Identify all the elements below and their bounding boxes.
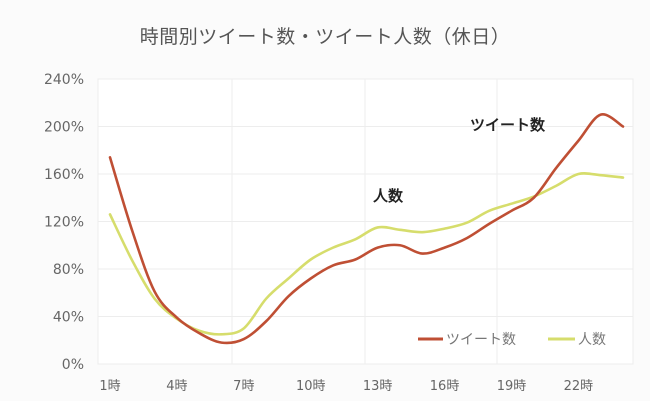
x-tick-label: 10時 [296, 379, 326, 394]
y-tick-label: 80% [53, 262, 84, 278]
legend-label-people: 人数 [578, 332, 606, 348]
x-tick-label: 1時 [99, 379, 120, 394]
legend: ツイート数 人数 [418, 332, 606, 348]
x-axis: 1時 4時 7時 10時 13時 16時 19時 22時 [99, 379, 593, 394]
x-tick-label: 13時 [363, 379, 393, 394]
x-tick-label: 4時 [166, 379, 187, 394]
x-tick-label: 16時 [430, 379, 460, 394]
y-tick-label: 40% [53, 310, 84, 326]
series-line-tweets [108, 113, 625, 345]
y-tick-label: 0% [62, 357, 84, 373]
annotation-people: 人数 [373, 187, 404, 205]
y-axis: 0% 40% 80% 120% 160% 200% 240% [44, 72, 84, 373]
chart-title: 時間別ツイート数・ツイート人数（休日） [139, 26, 511, 48]
annotation-tweets: ツイート数 [470, 116, 546, 134]
y-tick-label: 200% [44, 120, 84, 136]
series-lines [108, 113, 625, 345]
x-tick-label: 19時 [497, 379, 527, 394]
x-tick-label: 7時 [233, 379, 254, 394]
y-tick-label: 120% [44, 215, 84, 231]
y-tick-label: 240% [44, 72, 84, 88]
legend-label-tweets: ツイート数 [446, 332, 516, 348]
grid-lines [97, 78, 634, 365]
x-tick-label: 22時 [564, 379, 594, 394]
y-tick-label: 160% [44, 167, 84, 183]
